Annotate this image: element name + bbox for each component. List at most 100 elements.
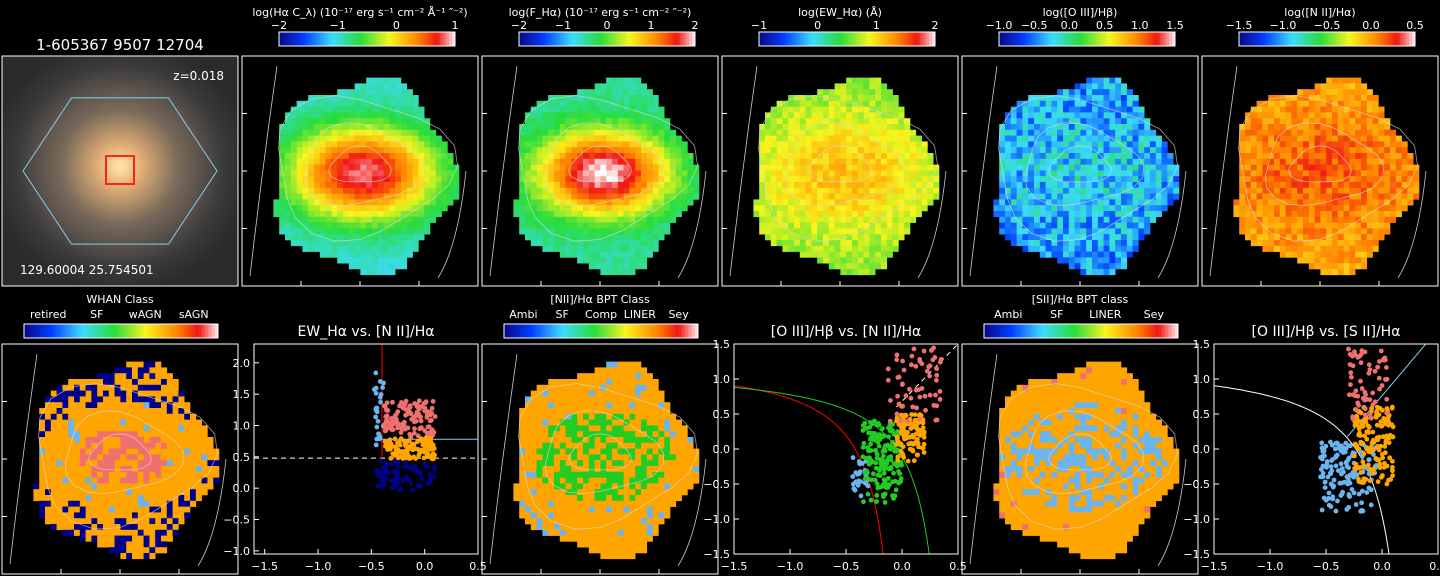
map-pixel [1390, 193, 1397, 200]
map-pixel [1051, 199, 1058, 206]
map-pixel [325, 118, 332, 125]
map-pixel [331, 141, 338, 148]
map-pixel [857, 234, 864, 241]
map-pixel [314, 187, 321, 194]
map-pixel [765, 135, 772, 142]
map-pixel [1291, 135, 1298, 142]
map-pixel [1314, 89, 1321, 96]
map-pixel [1150, 147, 1157, 154]
map-colorbar-cell [1160, 32, 1164, 46]
map-pixel [302, 182, 309, 189]
map-pixel [372, 164, 379, 171]
class-map-colorbar-cell [182, 324, 187, 338]
map-pixel [788, 176, 795, 183]
map-pixel [881, 141, 888, 148]
map-pixel [290, 153, 297, 160]
map-pixel [588, 158, 595, 165]
map-pixel [279, 129, 286, 136]
map-colorbar-cell [893, 32, 898, 46]
map-pixel [658, 211, 665, 218]
map-pixel [1010, 118, 1017, 125]
map-pixel [530, 124, 537, 131]
map-pixel [1109, 158, 1116, 165]
class-map-colorbar-cell [78, 324, 83, 338]
class-map-pixel [97, 471, 104, 478]
map-pixel [1395, 211, 1402, 218]
map-pixel [1285, 240, 1292, 247]
map-pixel [857, 216, 864, 223]
map-pixel [412, 129, 419, 136]
map-colorbar-cell [527, 32, 532, 46]
map-pixel [418, 228, 425, 235]
map-pixel [1314, 141, 1321, 148]
map-pixel [1326, 222, 1333, 229]
map-pixel [1126, 95, 1133, 102]
map-pixel [571, 95, 578, 102]
map-pixel [1063, 199, 1070, 206]
map-pixel [337, 141, 344, 148]
map-pixel [348, 147, 355, 154]
map-pixel [279, 193, 286, 200]
map-pixel [635, 216, 642, 223]
map-pixel [1355, 222, 1362, 229]
map-colorbar-cell [1142, 32, 1147, 46]
map-pixel [898, 187, 905, 194]
map-pixel [1337, 245, 1344, 252]
map-pixel [401, 234, 408, 241]
map-pixel [1297, 193, 1304, 200]
map-pixel [1326, 245, 1333, 252]
map-pixel [857, 263, 864, 270]
map-pixel [1155, 187, 1162, 194]
class-map-pixel [103, 373, 110, 380]
map-pixel [646, 228, 653, 235]
map-pixel [1126, 158, 1133, 165]
map-pixel [519, 199, 526, 206]
map-pixel [577, 129, 584, 136]
map-pixel [869, 228, 876, 235]
map-pixel [834, 251, 841, 258]
map-pixel [892, 170, 899, 177]
map-pixel [1285, 135, 1292, 142]
map-pixel [302, 245, 309, 252]
map-pixel [1068, 100, 1075, 107]
map-pixel [377, 118, 384, 125]
map-pixel [817, 199, 824, 206]
class-map-colorbar-cell [82, 324, 86, 338]
map-pixel [670, 170, 677, 177]
map-pixel [285, 158, 292, 165]
map-pixel [1103, 269, 1110, 276]
map-pixel [1173, 164, 1180, 171]
map-pixel [898, 129, 905, 136]
map-pixel [530, 153, 537, 160]
map-pixel [1378, 216, 1385, 223]
map-pixel [1250, 182, 1257, 189]
map-pixel [1051, 240, 1058, 247]
class-map-pixel [143, 437, 150, 444]
class-map-pixel [155, 425, 162, 432]
map-colorbar-cell [791, 32, 795, 46]
map-pixel [765, 176, 772, 183]
map-pixel [1262, 216, 1269, 223]
map-pixel [525, 187, 532, 194]
map-pixel [1262, 240, 1269, 247]
map-pixel [554, 228, 561, 235]
map-pixel [1355, 234, 1362, 241]
map-pixel [852, 205, 859, 212]
class-map-pixel [85, 471, 92, 478]
map-pixel [1401, 158, 1408, 165]
map-pixel [302, 129, 309, 136]
map-pixel [658, 234, 665, 241]
class-map-pixel [137, 460, 144, 467]
map-pixel [1074, 222, 1081, 229]
map-pixel [1297, 147, 1304, 154]
map-colorbar-cell [601, 32, 605, 46]
map-pixel [852, 153, 859, 160]
map-pixel [559, 228, 566, 235]
map-pixel [1103, 234, 1110, 241]
map-colorbar-cell [399, 32, 403, 46]
map-colorbar-cell [384, 32, 389, 46]
map-colorbar-cell [1359, 32, 1363, 46]
class-map-pixel [114, 367, 121, 374]
map-pixel [1366, 147, 1373, 154]
map-pixel [1366, 141, 1373, 148]
